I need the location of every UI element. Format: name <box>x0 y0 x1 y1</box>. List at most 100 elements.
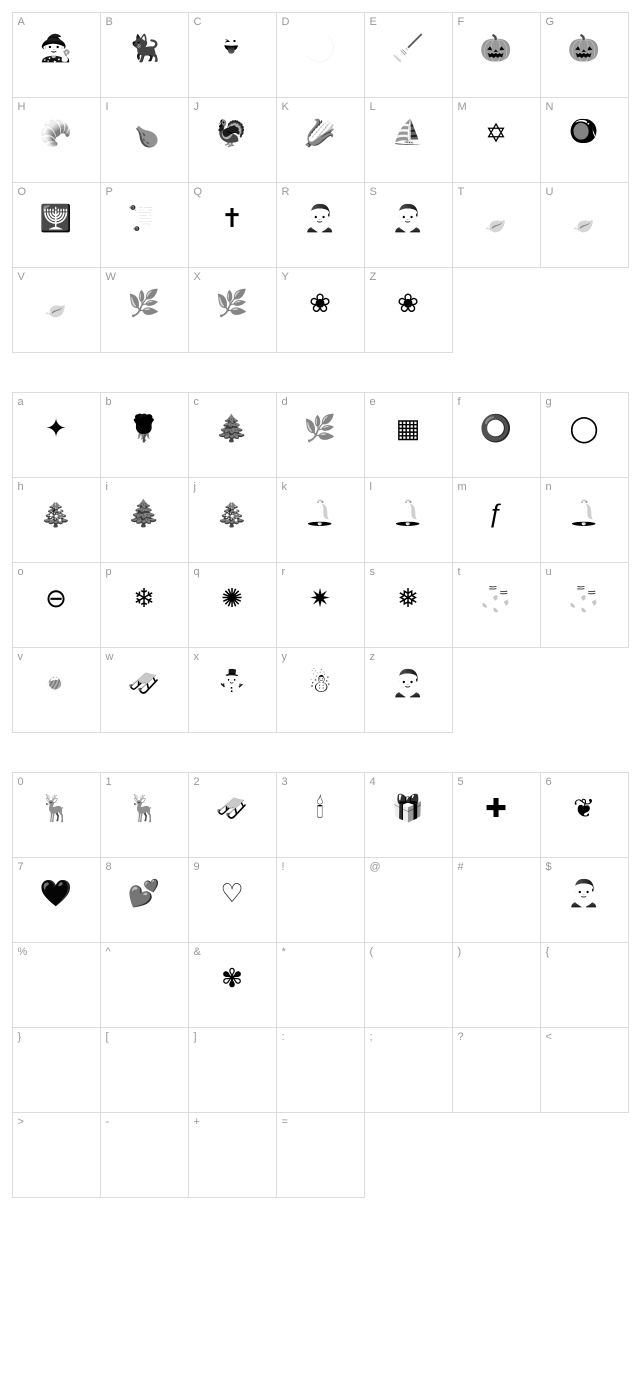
charmap-grid: a✦b🌹c🌲d🌿e▦f⭕g◯h🎄i🌲j🎄k🔔l🔔mƒn🔔o⊖p❄q✺r✷s❅t🧦… <box>12 392 628 732</box>
ornate-square-icon: ▦ <box>396 415 421 441</box>
charmap-cell: D🌙 <box>276 12 365 98</box>
decorated-tree-icon: 🎄 <box>216 500 248 526</box>
glyph-wrap <box>277 1042 364 1084</box>
glyph-wrap <box>365 1042 452 1084</box>
charmap-section-lowercase: a✦b🌹c🌲d🌿e▦f⭕g◯h🎄i🌲j🎄k🔔l🔔mƒn🔔o⊖p❄q✺r✷s❅t🧦… <box>12 392 628 732</box>
glyph-wrap <box>13 1042 100 1084</box>
charmap-cell: ( <box>364 942 453 1028</box>
leaf-flourish-right-icon: 🌿 <box>216 290 248 316</box>
charmap-cell: N🪀 <box>540 97 629 183</box>
charmap-cell: Z❀ <box>364 267 453 353</box>
glyph-wrap: ⛵ <box>365 112 452 154</box>
glyph-wrap <box>277 957 364 999</box>
branch-sprig-icon: 🌿 <box>304 415 336 441</box>
glyph-wrap: 🍬 <box>13 662 100 704</box>
charmap-cell: o⊖ <box>12 562 101 648</box>
candle-icon: 🕯 <box>316 795 323 821</box>
glyph-wrap: 🔔 <box>541 492 628 534</box>
charmap-cell: h🎄 <box>12 477 101 563</box>
charmap-cell: c🌲 <box>188 392 277 478</box>
leaf-flourish-left-icon: 🌿 <box>128 290 160 316</box>
snowman-icon: ☃ <box>308 670 331 696</box>
decorative-script-icon: ƒ <box>489 500 503 526</box>
ornamental-icon: ❦ <box>573 795 595 821</box>
stocking-2-icon: 🧦 <box>568 585 600 611</box>
charmap-cell: = <box>276 1112 365 1198</box>
glyph-wrap <box>101 1127 188 1169</box>
charmap-section-uppercase: A🧙B🐈‍⬛C👻D🌙E🧹F🎃G🎃H🥐I🍗J🦃K🌽L⛵M✡N🪀O🕎P📜Q✝R🎅S🎅… <box>12 12 628 352</box>
sled-icon: 🛷 <box>128 670 160 696</box>
glyph-wrap: 🧦 <box>453 577 540 619</box>
charmap-cell: q✺ <box>188 562 277 648</box>
wreath-outline-icon: ⭕ <box>480 415 512 441</box>
charmap-cell: > <box>12 1112 101 1198</box>
glyph-wrap: 🎄 <box>189 492 276 534</box>
glyph-wrap: ❀ <box>277 282 364 324</box>
glyph-wrap: 🧹 <box>365 27 452 69</box>
charmap-cell: ; <box>364 1027 453 1113</box>
empty-cell <box>364 1112 453 1198</box>
stocking-icon: 🧦 <box>480 585 512 611</box>
charmap-cell: - <box>100 1112 189 1198</box>
pine-tree-icon: 🌲 <box>128 500 160 526</box>
decorative-leaf-2-icon: ❀ <box>397 290 419 316</box>
charmap-cell: Y❀ <box>276 267 365 353</box>
cornucopia-harvest-icon: 🌽 <box>304 120 336 146</box>
charmap-cell: mƒ <box>452 477 541 563</box>
charmap-cell: ] <box>188 1027 277 1113</box>
charmap-cell: V🍃 <box>12 267 101 353</box>
bell-icon: 🔔 <box>392 500 424 526</box>
glyph-wrap <box>453 1042 540 1084</box>
glyph-wrap: 🔔 <box>277 492 364 534</box>
empty-cell <box>452 1112 541 1198</box>
glyph-wrap <box>189 1042 276 1084</box>
charmap-cell: A🧙 <box>12 12 101 98</box>
charmap-section-numbers-symbols: 0🦌1🦌2🛷3🕯4🎁5✚6❦7🖤8💕9♡!@#$🎅%^&✾*(){}[]:;?<… <box>12 772 628 1197</box>
glyph-wrap: 🪀 <box>541 112 628 154</box>
charmap-grid: A🧙B🐈‍⬛C👻D🌙E🧹F🎃G🎃H🥐I🍗J🦃K🌽L⛵M✡N🪀O🕎P📜Q✝R🎅S🎅… <box>12 12 628 352</box>
star-of-david-icon: ✡ <box>485 120 507 146</box>
glyph-wrap: 🎁 <box>365 787 452 829</box>
empty-cell <box>452 267 541 353</box>
glyph-wrap: ✦ <box>13 407 100 449</box>
charmap-cell: a✦ <box>12 392 101 478</box>
hearts-filled-icon: 🖤 <box>40 880 72 906</box>
charmap-cell: 4🎁 <box>364 772 453 858</box>
charmap-cell: T🍃 <box>452 182 541 268</box>
glyph-wrap <box>13 957 100 999</box>
charmap-cell: ) <box>452 942 541 1028</box>
charmap-cell: j🎄 <box>188 477 277 563</box>
sailing-ship-icon: ⛵ <box>392 120 424 146</box>
charmap-cell: 8💕 <box>100 857 189 943</box>
charmap-cell: Q✝ <box>188 182 277 268</box>
charmap-cell: 2🛷 <box>188 772 277 858</box>
glyph-wrap <box>365 957 452 999</box>
glyph-wrap: 🍗 <box>101 112 188 154</box>
dreidel-icon: 🪀 <box>568 120 600 146</box>
charmap-cell: U🍃 <box>540 182 629 268</box>
charmap-cell: b🌹 <box>100 392 189 478</box>
glyph-wrap: 🕯 <box>277 787 364 829</box>
bells-pair-icon: 🔔 <box>304 500 336 526</box>
charmap-cell: E🧹 <box>364 12 453 98</box>
charmap-cell: x⛄ <box>188 647 277 733</box>
charmap-cell: f⭕ <box>452 392 541 478</box>
charmap-cell: w🛷 <box>100 647 189 733</box>
glyph-wrap <box>541 1042 628 1084</box>
charmap-cell: 5✚ <box>452 772 541 858</box>
heart-outline-icon: ♡ <box>220 880 243 906</box>
charmap-cell: 7🖤 <box>12 857 101 943</box>
charmap-cell: &✾ <box>188 942 277 1028</box>
santa-figure-icon: 🎅 <box>304 205 336 231</box>
santa-face-icon: 🎅 <box>392 670 424 696</box>
glyph-wrap: 🌿 <box>189 282 276 324</box>
glyph-wrap <box>277 1127 364 1169</box>
glyph-wrap: 💕 <box>101 872 188 914</box>
charmap-cell: v🍬 <box>12 647 101 733</box>
crescent-moon-face-icon: 🌙 <box>304 35 336 61</box>
charmap-cell: < <box>540 1027 629 1113</box>
glyph-wrap <box>13 1127 100 1169</box>
glyph-wrap: ✝ <box>189 197 276 239</box>
glyph-wrap: 🎃 <box>541 27 628 69</box>
glyph-wrap: 🎃 <box>453 27 540 69</box>
